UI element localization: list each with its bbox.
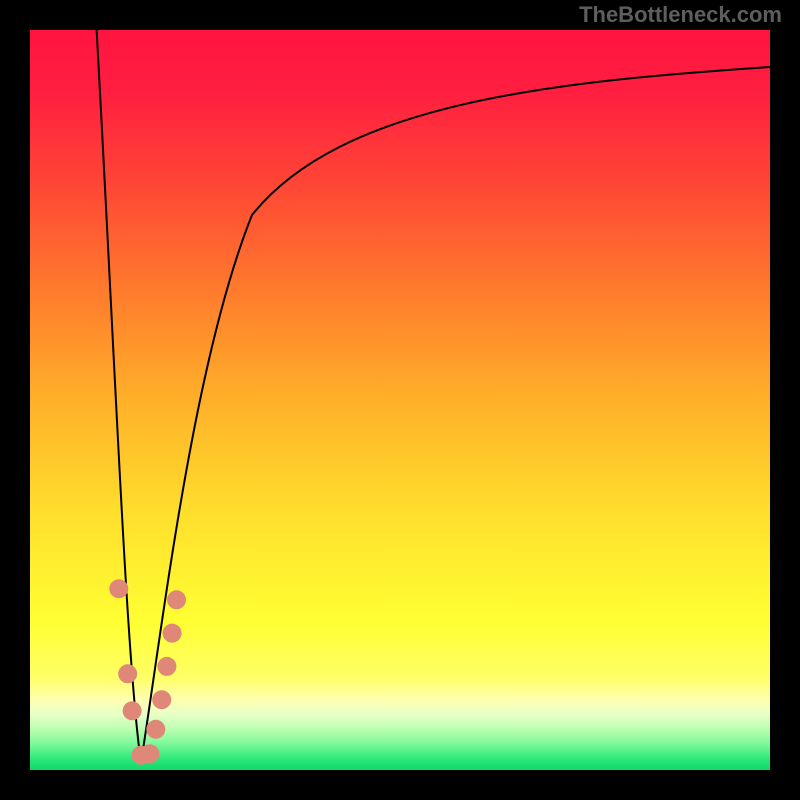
watermark-text: TheBottleneck.com: [579, 2, 782, 28]
data-marker: [153, 691, 171, 709]
data-marker: [147, 720, 165, 738]
data-marker: [110, 580, 128, 598]
data-marker: [123, 702, 141, 720]
data-marker: [141, 745, 159, 763]
data-marker: [119, 665, 137, 683]
chart-wrapper: TheBottleneck.com: [0, 0, 800, 800]
gradient-background: [30, 30, 770, 770]
bottleneck-chart: [0, 0, 800, 800]
data-marker: [158, 657, 176, 675]
data-marker: [168, 591, 186, 609]
data-marker: [163, 624, 181, 642]
